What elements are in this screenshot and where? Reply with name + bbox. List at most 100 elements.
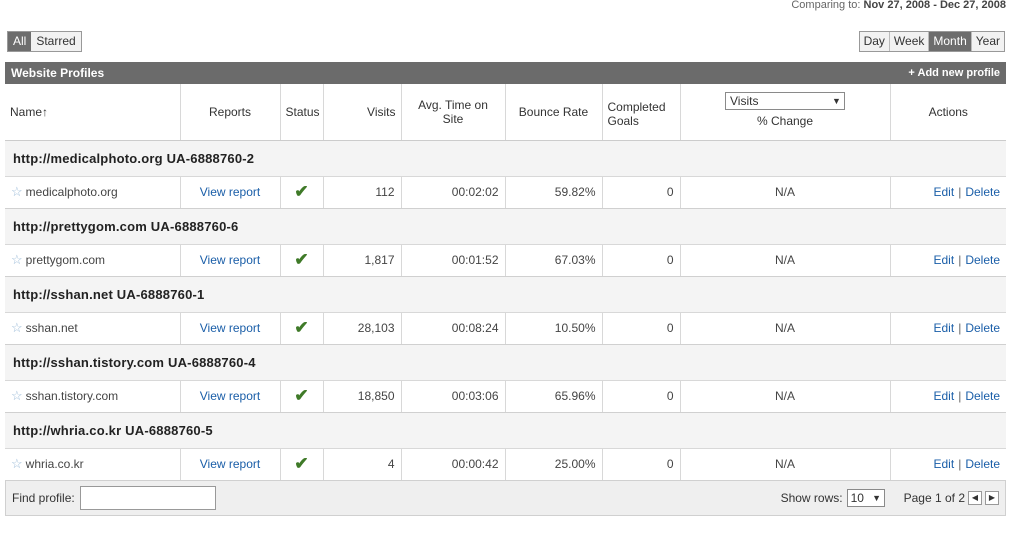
profile-group-header: http://sshan.net UA-6888760-1	[5, 276, 1006, 313]
delete-link[interactable]: Delete	[965, 253, 1000, 267]
change-cell: N/A	[680, 448, 891, 481]
col-name-header[interactable]: Name↑	[5, 84, 181, 141]
range-year-button[interactable]: Year	[970, 32, 1004, 51]
view-report-link[interactable]: View report	[199, 253, 261, 267]
edit-link[interactable]: Edit	[933, 457, 955, 471]
col-reports-header: Reports	[180, 84, 281, 141]
date-range-selector: Day Week Month Year	[858, 31, 1005, 52]
visits-cell: 112	[323, 176, 402, 209]
sort-up-arrow-icon: ↑	[42, 104, 49, 119]
star-icon[interactable]: ☆	[11, 456, 23, 471]
avg-time-cell: 00:03:06	[401, 380, 506, 413]
col-status-header[interactable]: Status	[280, 84, 324, 141]
profile-name-cell: ☆ prettygom.com	[5, 244, 181, 277]
edit-link[interactable]: Edit	[933, 389, 955, 403]
delete-link[interactable]: Delete	[965, 185, 1000, 199]
edit-link[interactable]: Edit	[933, 321, 955, 335]
checkmark-icon: ✔	[294, 182, 309, 201]
profile-name-cell: ☆ sshan.net	[5, 312, 181, 345]
star-icon[interactable]: ☆	[11, 320, 23, 335]
filter-starred-button[interactable]: Starred	[31, 32, 81, 51]
show-rows-select[interactable]: 10 ▼	[846, 488, 885, 507]
avg-time-cell: 00:02:02	[401, 176, 506, 209]
profile-name: medicalphoto.org	[25, 185, 118, 199]
actions-cell: Edit | Delete	[890, 380, 1006, 413]
change-cell: N/A	[680, 312, 891, 345]
chevron-down-icon: ▼	[872, 492, 882, 503]
profile-name: prettygom.com	[25, 253, 106, 267]
table-row: ☆ prettygom.com View report ✔ 1,817 00:01:52 6…	[5, 244, 1006, 277]
visits-cell: 18,850	[323, 380, 402, 413]
add-new-profile-link[interactable]: + Add new profile	[908, 67, 1000, 79]
prev-page-icon[interactable]: ◀	[968, 490, 982, 505]
filter-all-button[interactable]: All	[8, 32, 32, 51]
action-separator: |	[958, 253, 962, 267]
profile-name: sshan.net	[25, 321, 78, 335]
metric-select[interactable]: Visits ▼	[725, 91, 845, 110]
col-avg-time-header[interactable]: Avg. Time on Site	[401, 84, 506, 141]
delete-link[interactable]: Delete	[965, 321, 1000, 335]
table-row: ☆ sshan.net View report ✔ 28,103 00:08:24 10.5…	[5, 312, 1006, 345]
metric-select-value: Visits	[730, 93, 759, 108]
star-icon[interactable]: ☆	[11, 388, 23, 403]
find-profile-input[interactable]	[79, 485, 216, 510]
col-visits-header[interactable]: Visits	[323, 84, 402, 141]
visits-cell: 28,103	[323, 312, 402, 345]
range-week-button[interactable]: Week	[888, 32, 929, 51]
avg-time-cell: 00:01:52	[401, 244, 506, 277]
view-report-link[interactable]: View report	[199, 321, 261, 335]
avg-time-cell: 00:08:24	[401, 312, 506, 345]
reports-cell: View report	[180, 176, 281, 209]
profile-name: whria.co.kr	[25, 457, 84, 471]
checkmark-icon: ✔	[294, 250, 309, 269]
delete-link[interactable]: Delete	[965, 457, 1000, 471]
bounce-rate-cell: 25.00%	[505, 448, 603, 481]
col-goals-header[interactable]: Completed Goals	[602, 84, 681, 141]
profile-group-row: http://sshan.tistory.com UA-6888760-4	[5, 344, 1006, 381]
profile-filter-toggle: All Starred	[7, 31, 82, 52]
reports-cell: View report	[180, 244, 281, 277]
col-actions-header: Actions	[890, 84, 1006, 141]
profile-group-header: http://medicalphoto.org UA-6888760-2	[5, 140, 1006, 177]
col-bounce-header[interactable]: Bounce Rate	[505, 84, 603, 141]
reports-cell: View report	[180, 448, 281, 481]
goals-cell: 0	[602, 176, 681, 209]
range-day-button[interactable]: Day	[859, 32, 889, 51]
avg-time-cell: 00:00:42	[401, 448, 506, 481]
checkmark-icon: ✔	[294, 318, 309, 337]
table-header-row: Name↑ Reports Status Visits Avg. Time on…	[5, 84, 1006, 141]
bounce-rate-cell: 65.96%	[505, 380, 603, 413]
profile-group-header: http://whria.co.kr UA-6888760-5	[5, 412, 1006, 449]
visits-cell: 4	[323, 448, 402, 481]
star-icon[interactable]: ☆	[11, 184, 23, 199]
status-cell: ✔	[280, 448, 324, 481]
change-cell: N/A	[680, 380, 891, 413]
table-row: ☆ sshan.tistory.com View report ✔ 18,850 00:0…	[5, 380, 1006, 413]
view-report-link[interactable]: View report	[199, 389, 261, 403]
delete-link[interactable]: Delete	[965, 389, 1000, 403]
status-cell: ✔	[280, 244, 324, 277]
actions-cell: Edit | Delete	[890, 448, 1006, 481]
edit-link[interactable]: Edit	[933, 253, 955, 267]
comparing-label: Comparing to:	[791, 0, 861, 11]
star-icon[interactable]: ☆	[11, 252, 23, 267]
reports-cell: View report	[180, 312, 281, 345]
next-page-icon[interactable]: ▶	[985, 490, 999, 505]
view-report-link[interactable]: View report	[199, 185, 261, 199]
pct-change-label: % Change	[756, 113, 814, 128]
profile-name-cell: ☆ medicalphoto.org	[5, 176, 181, 209]
range-month-button[interactable]: Month	[928, 32, 971, 51]
action-separator: |	[958, 321, 962, 335]
view-report-link[interactable]: View report	[199, 457, 261, 471]
profile-group-row: http://sshan.net UA-6888760-1	[5, 276, 1006, 313]
actions-cell: Edit | Delete	[890, 176, 1006, 209]
action-separator: |	[958, 185, 962, 199]
change-cell: N/A	[680, 244, 891, 277]
goals-cell: 0	[602, 312, 681, 345]
edit-link[interactable]: Edit	[933, 185, 955, 199]
panel-title: Website Profiles	[11, 66, 105, 80]
checkmark-icon: ✔	[294, 386, 309, 405]
actions-cell: Edit | Delete	[890, 244, 1006, 277]
col-change-header: Visits ▼ % Change	[680, 84, 891, 141]
bounce-rate-cell: 67.03%	[505, 244, 603, 277]
